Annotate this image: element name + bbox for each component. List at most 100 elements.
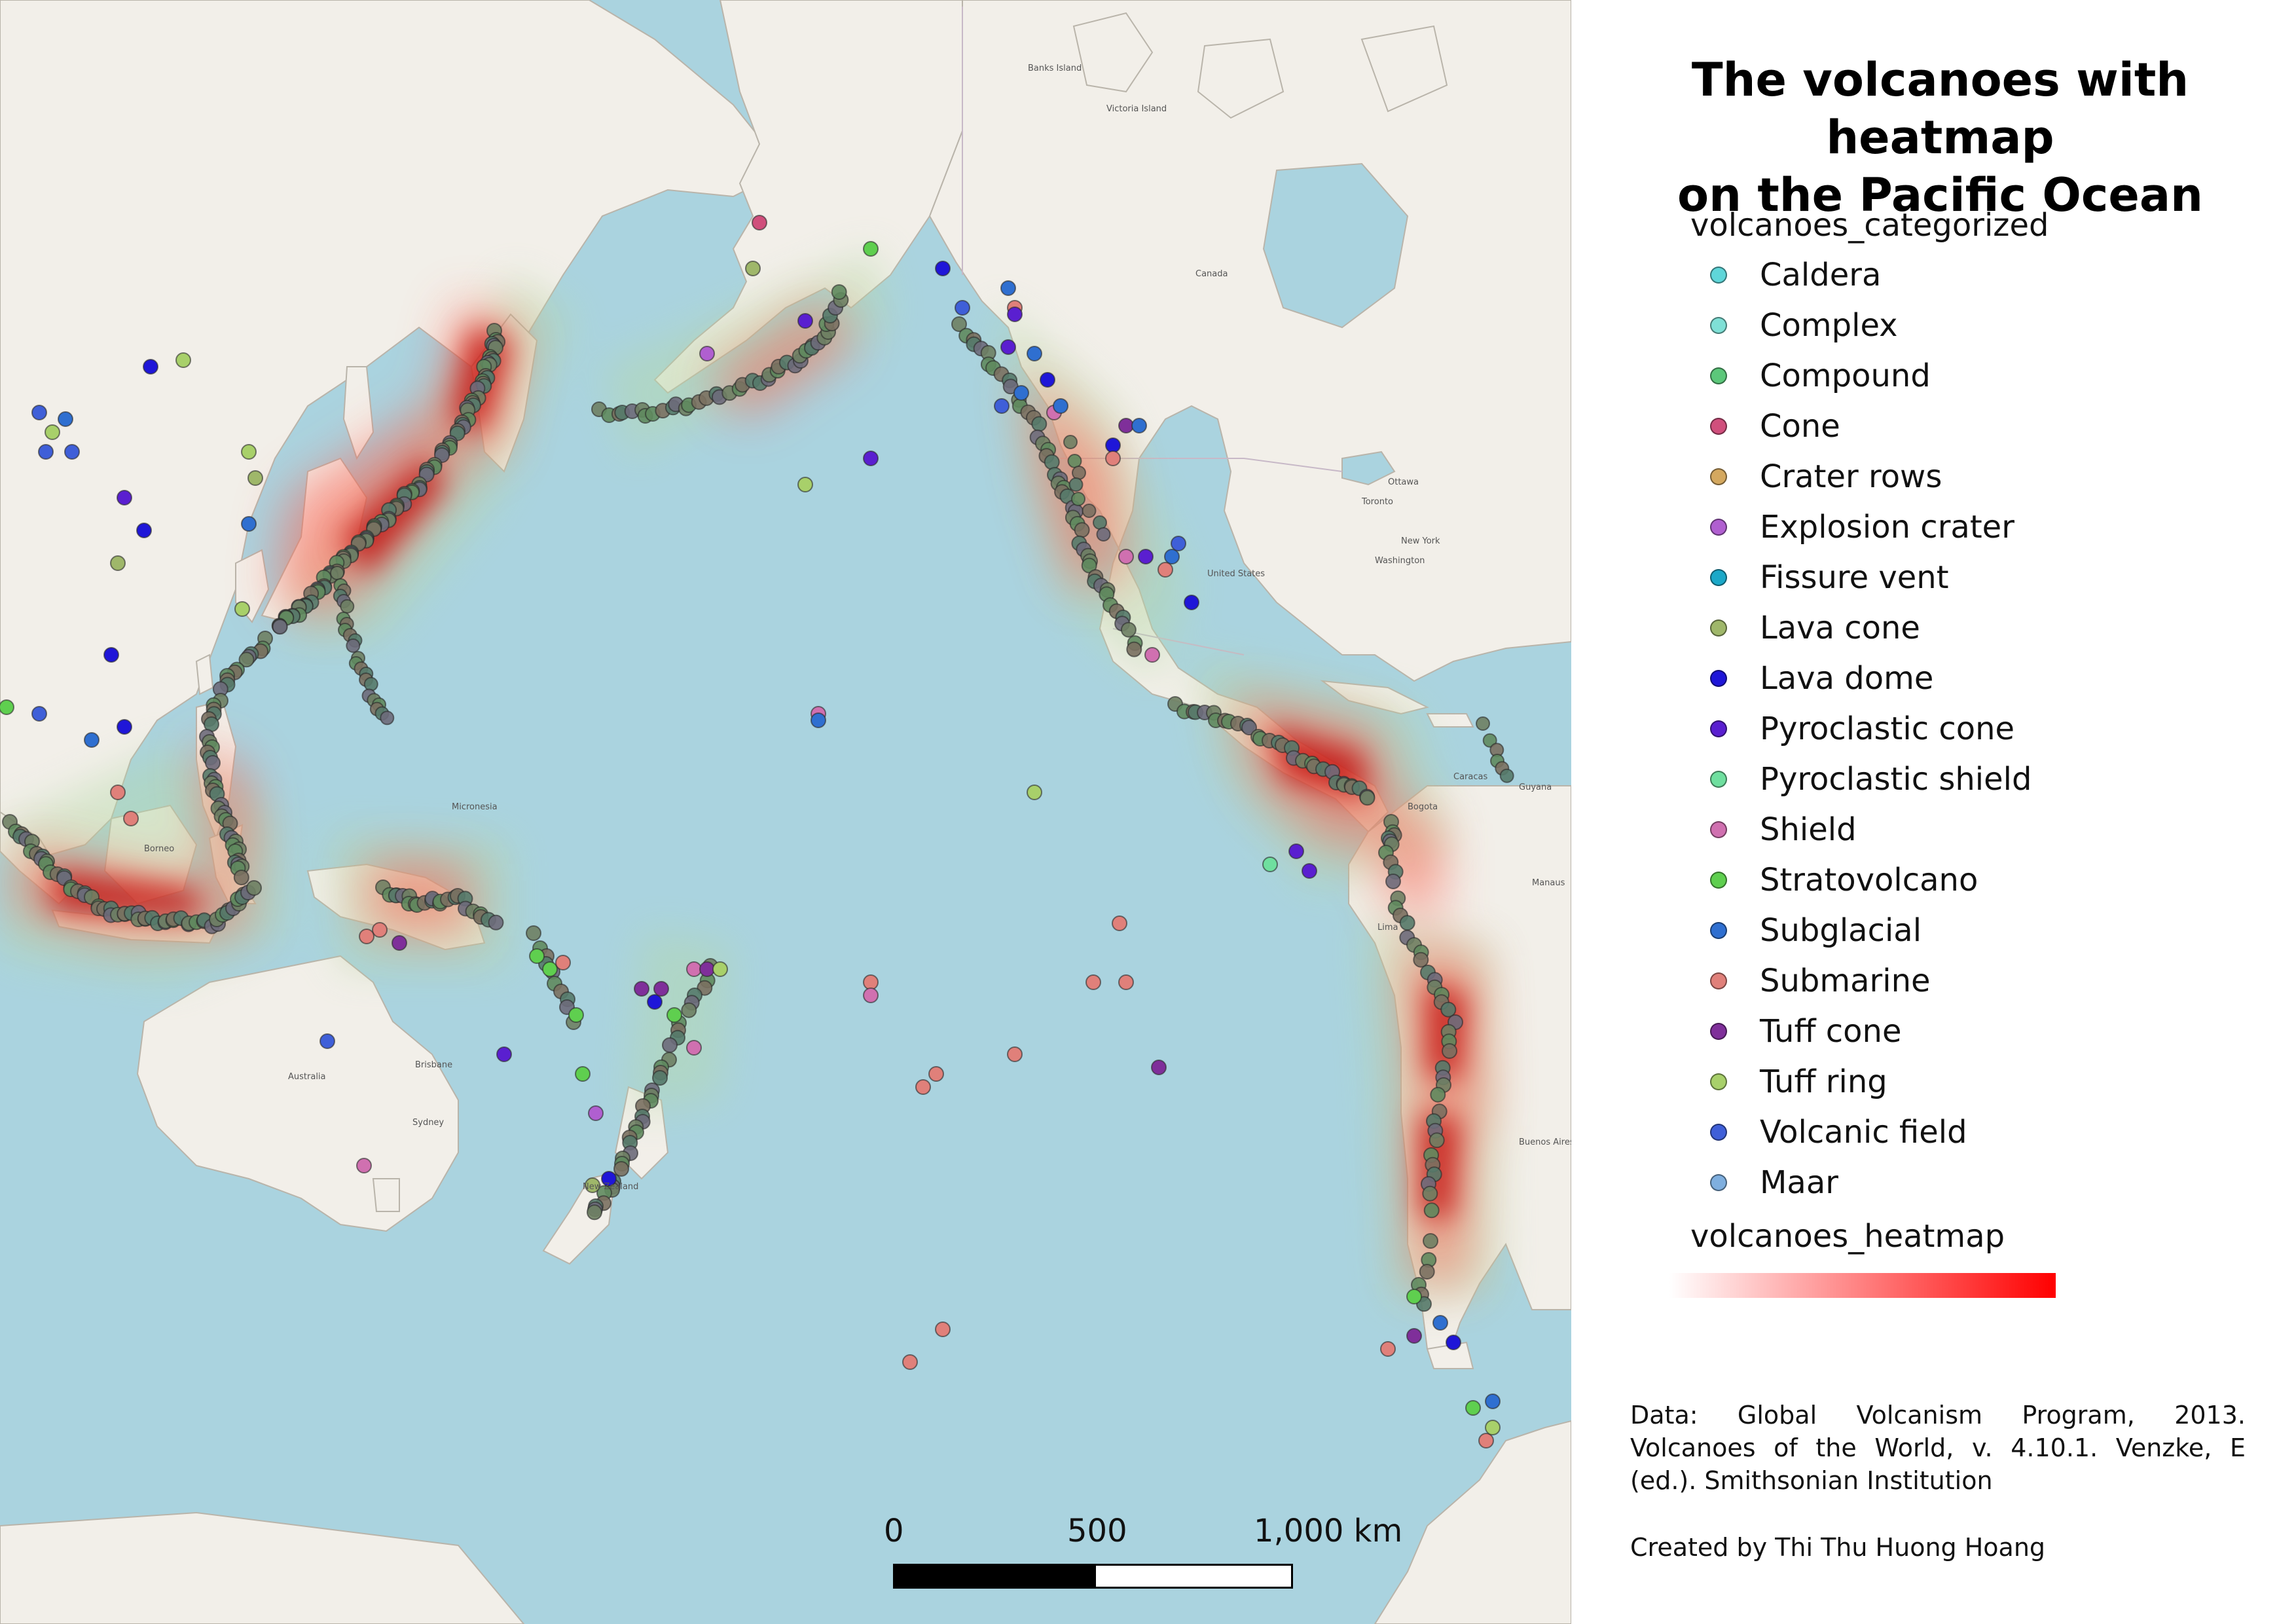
volcano-point [797, 313, 813, 329]
volcano-point [1068, 477, 1084, 492]
legend-item-crater-rows: Crater rows [1690, 454, 2280, 505]
volcano-point [1112, 915, 1127, 931]
legend-swatch [1710, 872, 1727, 889]
volcano-point [1000, 280, 1016, 296]
volcano-point [1262, 857, 1278, 872]
legend-label: Lava dome [1760, 660, 1934, 697]
land-hispaniola [1426, 713, 1474, 728]
volcano-point [686, 961, 702, 977]
legend-label: Explosion crater [1760, 509, 2014, 545]
volcano-point [272, 619, 288, 635]
legend-swatch [1710, 519, 1727, 536]
volcano-point [1044, 454, 1060, 470]
legend-item-subglacial: Subglacial [1690, 908, 2280, 959]
place-label-ottawa: Ottawa [1388, 477, 1419, 487]
volcano-point [233, 870, 249, 885]
volcano-point [110, 784, 126, 800]
legend-label: Maar [1760, 1164, 1838, 1201]
land-tasmania [372, 1178, 400, 1212]
volcano-point [234, 601, 250, 617]
legend-item-pyroclastic-shield: Pyroclastic shield [1690, 757, 2280, 807]
legend-item-explosion-crater: Explosion crater [1690, 505, 2280, 555]
volcano-point [1085, 974, 1101, 990]
volcano-point [1478, 1433, 1494, 1449]
volcano-point [811, 712, 826, 728]
legend-categorized-heading: volcanoes_categorized [1690, 207, 2049, 244]
volcano-point [935, 1321, 951, 1337]
place-label-sydney: Sydney [412, 1118, 444, 1128]
legend-label: Pyroclastic cone [1760, 710, 2015, 747]
volcano-point [1485, 1393, 1501, 1409]
legend-label: Lava cone [1760, 610, 1920, 646]
volcano-point [1406, 1328, 1422, 1344]
volcano-point [1413, 951, 1429, 968]
volcano-point [38, 444, 54, 460]
data-source-credit: Data: Global Volcanism Program, 2013. Vo… [1630, 1401, 2246, 1495]
volcano-point [555, 955, 571, 970]
legend-item-stratovolcano: Stratovolcano [1690, 858, 2280, 908]
volcano-point [363, 676, 378, 692]
place-label-washington: Washington [1375, 556, 1425, 566]
land-arctic-islands-3 [1360, 25, 1448, 113]
volcano-point [1440, 1001, 1457, 1018]
legend-label: Pyroclastic shield [1760, 761, 2032, 798]
legend-swatch [1710, 670, 1727, 687]
volcano-point [542, 961, 558, 977]
land-antarctica-west [1374, 1420, 1571, 1624]
legend-label: Compound [1760, 358, 1931, 394]
volcano-point [136, 523, 152, 538]
volcano-point [392, 935, 407, 951]
legend-swatch [1710, 468, 1727, 485]
volcano-point [587, 1204, 602, 1221]
volcano-point [0, 699, 14, 715]
volcano-point [752, 215, 767, 231]
legend-item-fissure-vent: Fissure vent [1690, 555, 2280, 606]
map-canvas[interactable]: Canada United States Australia Ottawa To… [0, 0, 1571, 1624]
volcano-point [863, 974, 879, 990]
volcano-point [928, 1066, 944, 1082]
volcano-point [123, 811, 139, 826]
legend-label: Fissure vent [1760, 559, 1949, 596]
volcano-point [1476, 716, 1490, 731]
volcano-point [1126, 641, 1142, 657]
volcano-point [117, 719, 132, 735]
volcano-point [831, 284, 847, 300]
volcano-point [1241, 720, 1257, 735]
volcano-point [488, 914, 504, 931]
volcano-point [1031, 416, 1048, 432]
volcano-point [1120, 621, 1137, 638]
place-label-victoria-island: Victoria Island [1106, 104, 1167, 114]
volcano-point [585, 1177, 600, 1193]
land-arctic-islands-1 [1072, 12, 1154, 93]
legend-item-submarine: Submarine [1690, 959, 2280, 1009]
legend-label: Submarine [1760, 963, 1931, 999]
volcano-point [1093, 515, 1107, 530]
volcano-point [1013, 385, 1029, 401]
legend-label: Shield [1760, 811, 1857, 848]
volcano-point [1380, 1341, 1396, 1357]
legend-swatch [1710, 1073, 1727, 1090]
legend-swatch [1710, 569, 1727, 586]
legend-item-lava-dome: Lava dome [1690, 656, 2280, 707]
place-label-canada: Canada [1195, 269, 1228, 279]
volcano-point [246, 880, 262, 896]
volcano-point [1118, 549, 1134, 564]
volcano-point [588, 1105, 604, 1121]
volcano-point [175, 352, 191, 368]
volcano-point [575, 1066, 591, 1082]
volcano-point [1063, 435, 1078, 449]
volcano-point [1118, 418, 1134, 434]
volcano-point [1430, 1086, 1446, 1103]
heat-core-indonesia [52, 871, 196, 917]
volcano-point [653, 981, 669, 997]
volcano-point [1406, 1289, 1422, 1304]
hudson-bay [1262, 162, 1409, 329]
volcano-point [380, 710, 395, 726]
volcano-point [1419, 1264, 1435, 1280]
volcano-point [634, 981, 649, 997]
volcano-point [319, 1033, 335, 1049]
map-title-line-2: on the Pacific Ocean [1677, 168, 2203, 222]
volcano-point [699, 346, 715, 361]
legend-item-lava-cone: Lava cone [1690, 606, 2280, 656]
legend-swatch [1710, 1023, 1727, 1040]
